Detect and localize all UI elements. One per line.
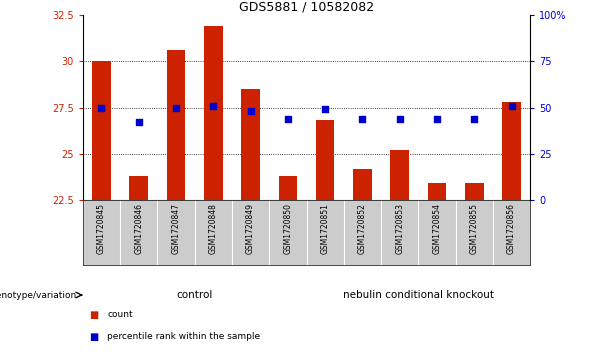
- Bar: [465, 183, 484, 200]
- Text: GSM1720851: GSM1720851: [321, 203, 330, 254]
- Point: [507, 103, 517, 109]
- Bar: [353, 168, 371, 200]
- Text: control: control: [177, 290, 213, 300]
- Text: GSM1720852: GSM1720852: [358, 203, 367, 254]
- Text: GSM1720856: GSM1720856: [507, 203, 516, 254]
- Point: [357, 116, 367, 122]
- Text: GSM1720855: GSM1720855: [470, 203, 479, 254]
- Point: [134, 119, 143, 125]
- Bar: [204, 26, 223, 200]
- Bar: [278, 176, 297, 200]
- Text: GSM1720854: GSM1720854: [433, 203, 441, 254]
- Bar: [428, 183, 446, 200]
- Text: GSM1720853: GSM1720853: [395, 203, 404, 254]
- Point: [208, 103, 218, 109]
- Bar: [316, 121, 335, 200]
- Text: GSM1720845: GSM1720845: [97, 203, 106, 254]
- Text: genotype/variation: genotype/variation: [0, 290, 77, 299]
- Point: [246, 108, 256, 114]
- Bar: [129, 176, 148, 200]
- Point: [470, 116, 479, 122]
- Point: [320, 106, 330, 112]
- Point: [171, 105, 181, 110]
- Text: GSM1720846: GSM1720846: [134, 203, 143, 254]
- Text: ■: ■: [89, 310, 98, 320]
- Title: GDS5881 / 10582082: GDS5881 / 10582082: [239, 1, 374, 14]
- Bar: [242, 89, 260, 200]
- Bar: [502, 102, 521, 200]
- Point: [283, 116, 293, 122]
- Text: GSM1720848: GSM1720848: [209, 203, 218, 254]
- Point: [395, 116, 405, 122]
- Text: nebulin conditional knockout: nebulin conditional knockout: [343, 290, 494, 300]
- Bar: [390, 150, 409, 200]
- Text: GSM1720847: GSM1720847: [172, 203, 180, 254]
- Text: percentile rank within the sample: percentile rank within the sample: [107, 332, 261, 341]
- Text: GSM1720849: GSM1720849: [246, 203, 255, 254]
- Bar: [167, 50, 185, 200]
- Point: [96, 105, 106, 110]
- Text: count: count: [107, 310, 133, 319]
- Bar: [92, 61, 111, 200]
- Text: GSM1720850: GSM1720850: [283, 203, 292, 254]
- Point: [432, 116, 442, 122]
- Text: ■: ■: [89, 332, 98, 342]
